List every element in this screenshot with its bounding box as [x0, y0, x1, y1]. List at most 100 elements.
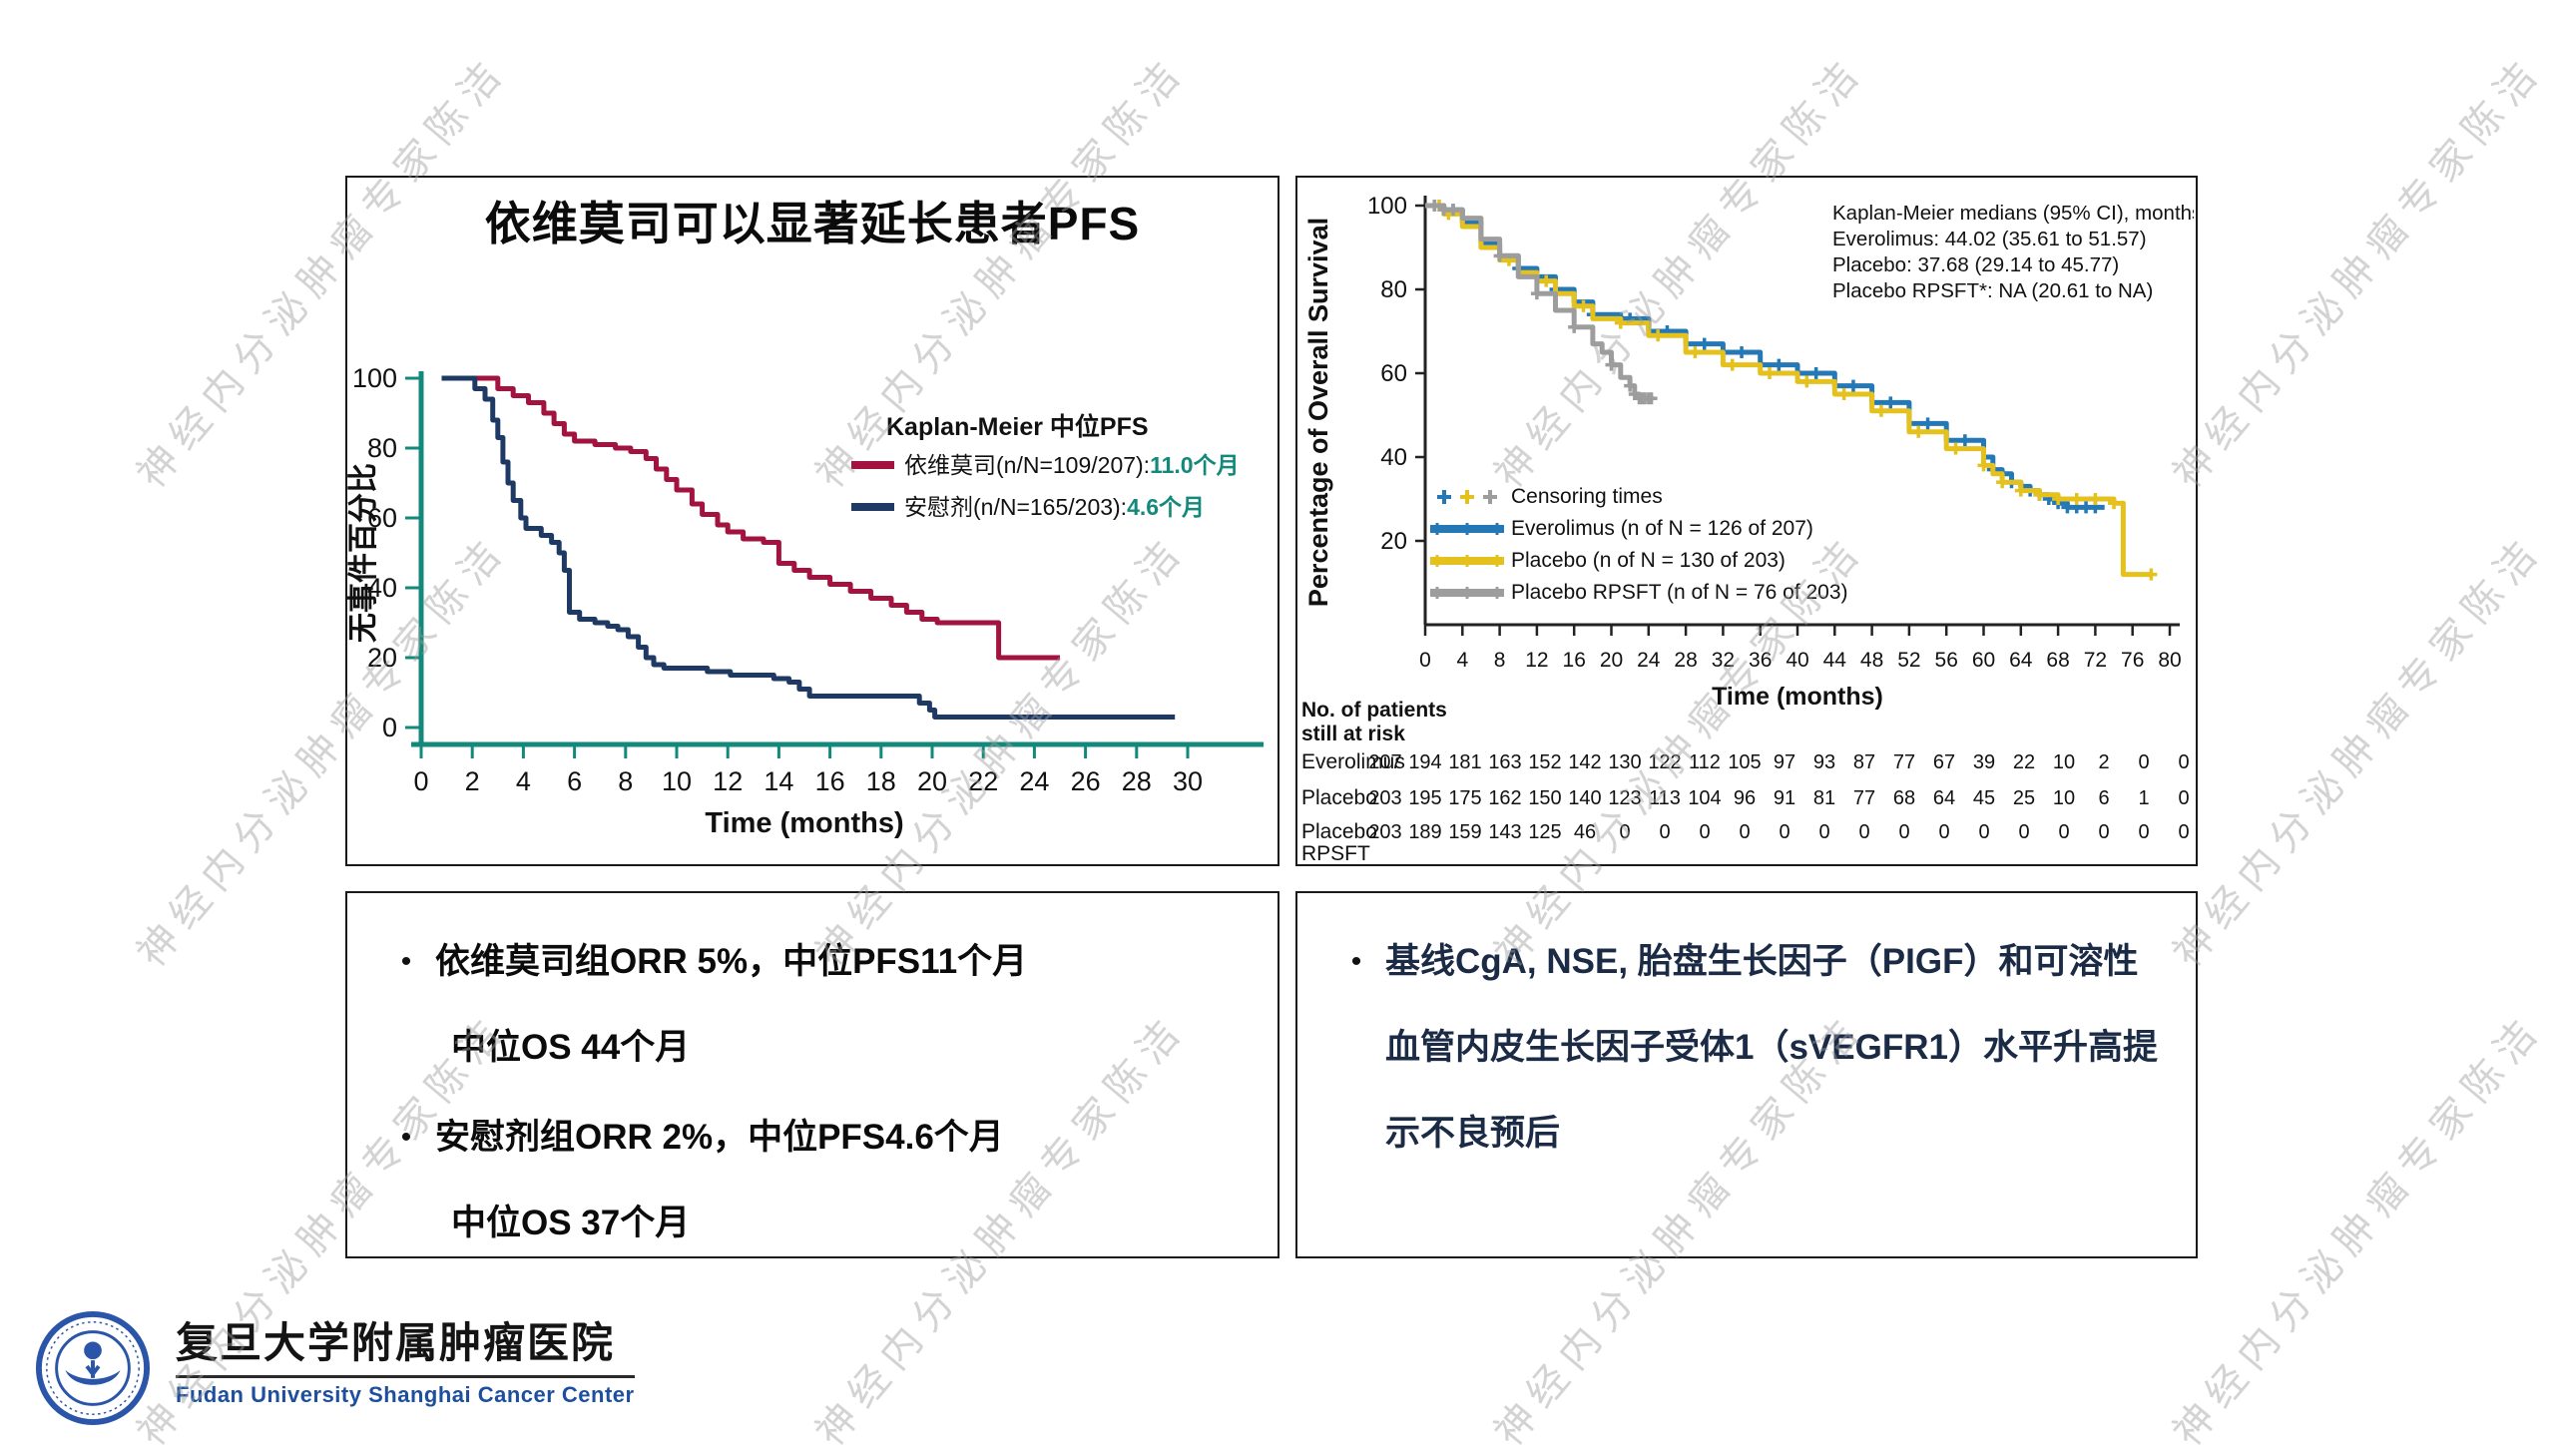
svg-text:56: 56	[1935, 649, 1958, 672]
svg-text:0: 0	[1619, 821, 1630, 843]
svg-text:32: 32	[1712, 649, 1735, 672]
svg-text:0: 0	[2138, 751, 2149, 773]
svg-text:77: 77	[1853, 787, 1875, 809]
svg-text:72: 72	[2084, 649, 2107, 672]
svg-text:1: 1	[2138, 787, 2149, 809]
svg-text:RPSFT: RPSFT	[1301, 842, 1370, 862]
svg-text:77: 77	[1893, 751, 1915, 773]
hospital-name-chinese: 复旦大学附属肿瘤医院	[176, 1321, 616, 1367]
svg-text:112: 112	[1689, 751, 1721, 773]
os-chart-panel: 20 40 60 80 100 0 4 8 12 16 20 24 28 32 36 40 44 48 52 56 60…	[1295, 176, 2198, 866]
svg-text:24: 24	[1637, 649, 1661, 672]
svg-text:0: 0	[2178, 821, 2189, 843]
svg-text:Placebo: 37.68 (29.14 to 45.77: Placebo: 37.68 (29.14 to 45.77)	[1832, 253, 2119, 276]
svg-text:0: 0	[2098, 821, 2109, 843]
svg-text:142: 142	[1568, 751, 1601, 773]
svg-text:22: 22	[2013, 751, 2035, 773]
svg-text:依维莫司(n/N=109/207):11.0个月: 依维莫司(n/N=109/207):11.0个月	[904, 452, 1240, 478]
hospital-logo: 复旦大学附属肿瘤医院 Fudan University Shanghai Can…	[34, 1309, 635, 1427]
svg-text:0: 0	[2058, 821, 2069, 843]
svg-text:No. of patients: No. of patients	[1301, 699, 1447, 722]
svg-text:0: 0	[1898, 821, 1909, 843]
svg-text:Kaplan-Meier 中位PFS: Kaplan-Meier 中位PFS	[886, 412, 1149, 441]
pfs-summary-bullets: • 依维莫司组ORR 5%，中位PFS11个月 中位OS 44个月 • 安慰剂组ORR …	[347, 893, 1278, 1266]
svg-text:28: 28	[1674, 649, 1697, 672]
pfs-chart-panel: 依维莫司可以显著延长患者PFS 0 20 40 60 80 100 0 2 4 6 8 10 12 14 1…	[345, 176, 1279, 866]
svg-text:68: 68	[2046, 649, 2069, 672]
svg-text:12: 12	[1525, 649, 1548, 672]
bullet-text: 依维莫司组ORR 5%，中位PFS11个月	[435, 942, 1028, 981]
svg-text:Time (months): Time (months)	[705, 807, 903, 839]
svg-text:8: 8	[1494, 649, 1506, 672]
svg-text:Censoring times: Censoring times	[1511, 485, 1663, 508]
svg-text:10: 10	[2053, 751, 2075, 773]
svg-text:Kaplan-Meier medians (95% CI),: Kaplan-Meier medians (95% CI), months	[1832, 202, 2194, 225]
svg-text:207: 207	[1368, 751, 1401, 773]
svg-text:still at risk: still at risk	[1301, 723, 1405, 745]
svg-text:12: 12	[713, 766, 743, 796]
svg-text:0: 0	[1699, 821, 1710, 843]
svg-text:175: 175	[1448, 787, 1481, 809]
svg-text:10: 10	[662, 766, 692, 796]
svg-text:Everolimus: 44.02 (35.61 to 51: Everolimus: 44.02 (35.61 to 51.57)	[1832, 228, 2147, 250]
watermark-text: 神经内分泌肿瘤专家陈洁	[2165, 526, 2552, 976]
svg-text:14: 14	[764, 766, 793, 796]
svg-text:150: 150	[1528, 787, 1561, 809]
svg-text:81: 81	[1813, 787, 1835, 809]
svg-text:52: 52	[1897, 649, 1920, 672]
svg-text:2: 2	[2098, 751, 2109, 773]
svg-text:0: 0	[1938, 821, 1949, 843]
svg-text:181: 181	[1448, 751, 1481, 773]
svg-text:162: 162	[1488, 787, 1521, 809]
svg-text:48: 48	[1860, 649, 1883, 672]
svg-text:0: 0	[2018, 821, 2029, 843]
bullet-item: • 基线CgA, NSE, 胎盘生长因子（PIGF）和可溶性血管内皮生长因子受体1…	[1327, 919, 2166, 1177]
svg-text:80: 80	[1380, 276, 1407, 303]
series-Everolimus	[1425, 203, 2105, 510]
svg-text:100: 100	[352, 363, 397, 393]
svg-text:44: 44	[1823, 649, 1847, 672]
svg-text:195: 195	[1408, 787, 1441, 809]
svg-text:113: 113	[1649, 787, 1681, 809]
svg-text:6: 6	[567, 766, 582, 796]
svg-text:25: 25	[2013, 787, 2035, 809]
pfs-summary-box: • 依维莫司组ORR 5%，中位PFS11个月 中位OS 44个月 • 安慰剂组ORR …	[345, 891, 1279, 1258]
svg-text:0: 0	[1978, 821, 1989, 843]
svg-text:6: 6	[2098, 787, 2109, 809]
svg-text:91: 91	[1774, 787, 1795, 809]
svg-text:45: 45	[1973, 787, 1995, 809]
svg-text:30: 30	[1173, 766, 1203, 796]
svg-text:203: 203	[1368, 821, 1401, 843]
svg-text:16: 16	[1563, 649, 1586, 672]
svg-text:Percentage of Overall Survival: Percentage of Overall Survival	[1303, 218, 1333, 607]
svg-text:18: 18	[866, 766, 896, 796]
series-安慰剂	[441, 375, 1176, 720]
bullet-item: • 依维莫司组ORR 5%，中位PFS11个月 中位OS 44个月	[377, 919, 1248, 1091]
svg-text:203: 203	[1368, 787, 1401, 809]
svg-text:60: 60	[1972, 649, 1995, 672]
svg-text:0: 0	[1419, 649, 1431, 672]
svg-text:Everolimus: Everolimus	[1301, 750, 1405, 773]
svg-text:Placebo RPSFT (n of N = 76 of: Placebo RPSFT (n of N = 76 of 203)	[1511, 581, 1848, 604]
svg-text:26: 26	[1071, 766, 1101, 796]
watermark-text: 神经内分泌肿瘤专家陈洁	[2165, 1005, 2552, 1455]
svg-text:76: 76	[2121, 649, 2144, 672]
svg-text:0: 0	[1779, 821, 1789, 843]
svg-text:189: 189	[1408, 821, 1441, 843]
svg-text:0: 0	[1818, 821, 1829, 843]
hospital-emblem-icon	[35, 1310, 151, 1426]
svg-text:80: 80	[367, 433, 397, 463]
svg-text:80: 80	[2158, 649, 2181, 672]
svg-text:40: 40	[367, 573, 397, 603]
series-依维莫司	[441, 375, 1060, 661]
svg-text:20: 20	[1600, 649, 1623, 672]
bullet-text: 基线CgA, NSE, 胎盘生长因子（PIGF）和可溶性血管内皮生长因子受体1（…	[1385, 942, 2158, 1153]
svg-text:163: 163	[1488, 751, 1521, 773]
svg-text:60: 60	[367, 503, 397, 533]
svg-text:0: 0	[2178, 787, 2189, 809]
svg-text:20: 20	[917, 766, 947, 796]
svg-text:8: 8	[618, 766, 633, 796]
